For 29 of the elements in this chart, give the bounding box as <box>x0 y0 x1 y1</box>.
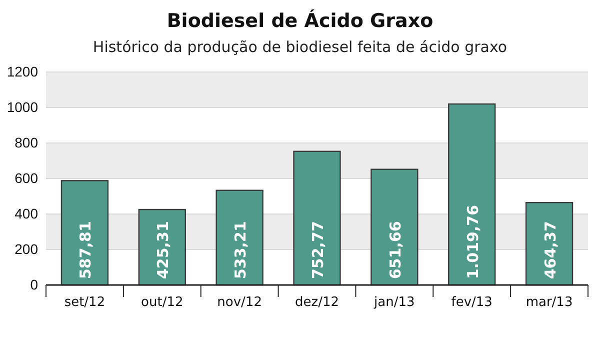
chart-subtitle: Histórico da produção de biodiesel feita de ácido graxo <box>92 38 508 56</box>
data-label: 533,21 <box>232 221 250 279</box>
x-tick-label: fev/13 <box>451 295 492 310</box>
x-tick-label: dez/12 <box>295 295 339 310</box>
bar <box>293 150 341 286</box>
data-label: 464,37 <box>541 221 560 279</box>
x-tick-label: jan/13 <box>373 295 415 310</box>
bar <box>448 103 496 286</box>
data-label: 425,31 <box>154 221 172 279</box>
data-label: 587,81 <box>76 221 95 279</box>
bar <box>370 168 418 286</box>
bar <box>525 202 574 286</box>
chart-title: Biodiesel de Ácido Graxo <box>166 9 434 32</box>
data-label: 1.019,76 <box>464 204 482 279</box>
bar <box>216 190 264 286</box>
x-tick-label: set/12 <box>64 295 106 310</box>
y-tick-label: 400 <box>14 205 38 222</box>
data-label: 752,77 <box>309 221 327 279</box>
y-tick-label: 1000 <box>6 98 38 115</box>
y-tick-label: 800 <box>14 134 38 150</box>
x-tick-label: mar/13 <box>526 295 573 310</box>
y-tick-label: 1200 <box>6 63 38 80</box>
bar <box>60 180 109 286</box>
data-label: 651,66 <box>386 221 404 279</box>
y-tick-label: 0 <box>30 276 38 292</box>
x-tick-label: nov/12 <box>217 295 262 310</box>
y-tick-label: 600 <box>14 170 38 186</box>
y-tick-label: 200 <box>14 240 38 257</box>
x-tick-label: out/12 <box>141 295 184 310</box>
